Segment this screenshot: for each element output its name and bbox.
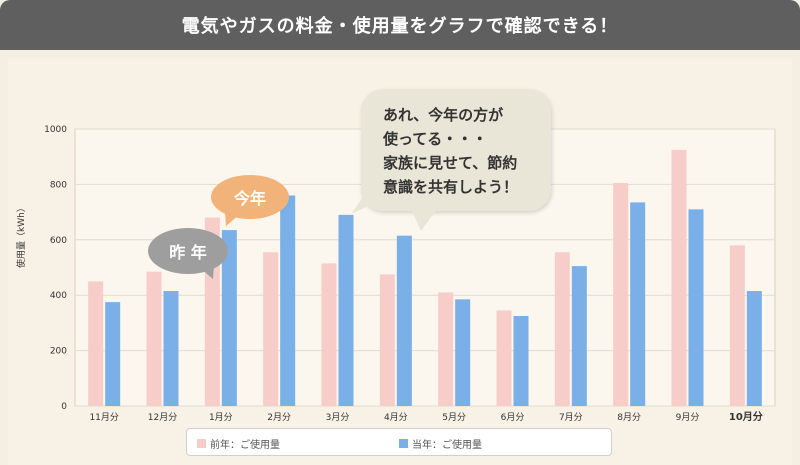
- bar-this-year: [338, 214, 354, 406]
- legend-swatch-last-year: [197, 439, 206, 448]
- speech-line-2: 使ってる・・・: [383, 130, 488, 148]
- this-year-callout: 今年: [211, 175, 289, 230]
- x-tick-label: 3月分: [326, 412, 350, 423]
- x-tick-labels: 11月分 12月分 1月分 2月分 3月分 4月分 5月分 6月分 7月分 8月分 9月分 10月分: [89, 410, 762, 423]
- bar-this-year: [455, 299, 471, 406]
- y-tick-label: 800: [50, 180, 67, 190]
- x-tick-label: 5月分: [442, 412, 466, 423]
- bar-last-year: [496, 310, 512, 406]
- speech-line-1: あれ、今年の方が: [383, 106, 504, 124]
- y-tick-label: 0: [61, 402, 67, 412]
- speech-bubble-tail-bottom: [411, 209, 437, 231]
- bar-this-year: [688, 209, 704, 406]
- bar-last-year: [671, 149, 687, 406]
- bar-this-year: [280, 195, 296, 406]
- y-tick-label: 200: [50, 347, 67, 357]
- this-year-callout-label: 今年: [233, 189, 266, 208]
- last-year-callout-label: 昨 年: [169, 243, 207, 262]
- bar-this-year: [746, 291, 762, 406]
- bar-last-year: [438, 292, 454, 406]
- bar-last-year: [379, 274, 395, 406]
- x-tick-label: 4月分: [384, 412, 408, 423]
- bar-last-year: [729, 245, 745, 406]
- x-tick-label: 8月分: [617, 412, 641, 423]
- x-tick-label: 1月分: [209, 412, 233, 423]
- bar-this-year: [630, 202, 646, 406]
- bar-last-year: [613, 183, 629, 406]
- x-tick-label: 12月分: [148, 412, 177, 423]
- x-tick-label: 2月分: [267, 412, 291, 423]
- bar-last-year: [88, 281, 104, 406]
- bar-this-year: [221, 230, 237, 406]
- legend-label-this-year: 当年：ご使用量: [412, 440, 482, 451]
- chart-legend: 前年：ご使用量 当年：ご使用量: [186, 428, 612, 456]
- x-tick-label: 10月分: [729, 410, 763, 423]
- bar-this-year: [105, 302, 121, 406]
- y-tick-label: 600: [50, 236, 67, 246]
- legend-item-last-year: 前年：ご使用量: [197, 436, 280, 451]
- y-tick-label: 400: [50, 291, 67, 301]
- speech-bubble-text: あれ、今年の方が 使ってる・・・ 家族に見せて、節約 意識を共有しよう！: [383, 103, 543, 199]
- bar-last-year: [321, 263, 337, 406]
- legend-swatch-this-year: [399, 439, 408, 448]
- bar-this-year: [571, 266, 587, 406]
- header-banner: 電気やガスの料金・使用量をグラフで確認できる！: [0, 0, 800, 50]
- last-year-callout: 昨 年: [148, 228, 228, 283]
- y-axis-title: 使用量（kWh）: [17, 203, 27, 268]
- bar-last-year: [554, 252, 570, 406]
- speech-line-3: 家族に見せて、節約: [383, 154, 518, 172]
- bar-this-year: [513, 315, 529, 406]
- chart-bars: [88, 149, 762, 406]
- bar-last-year: [263, 252, 279, 406]
- bar-last-year: [146, 271, 162, 406]
- x-tick-label: 7月分: [559, 412, 583, 423]
- x-tick-label: 6月分: [501, 412, 525, 423]
- bar-this-year: [163, 291, 179, 406]
- bar-this-year: [396, 235, 412, 406]
- x-tick-label: 9月分: [676, 412, 700, 423]
- x-tick-label: 11月分: [89, 412, 118, 423]
- y-tick-labels: 0 200 400 600 800 1000: [44, 125, 67, 412]
- y-tick-label: 1000: [44, 125, 67, 135]
- comment-speech-bubble: あれ、今年の方が 使ってる・・・ 家族に見せて、節約 意識を共有しよう！: [344, 89, 551, 231]
- legend-item-this-year: 当年：ご使用量: [399, 436, 482, 451]
- legend-label-last-year: 前年：ご使用量: [210, 440, 280, 451]
- speech-line-4: 意識を共有しよう！: [383, 178, 519, 196]
- header-title: 電気やガスの料金・使用量をグラフで確認できる！: [181, 16, 619, 37]
